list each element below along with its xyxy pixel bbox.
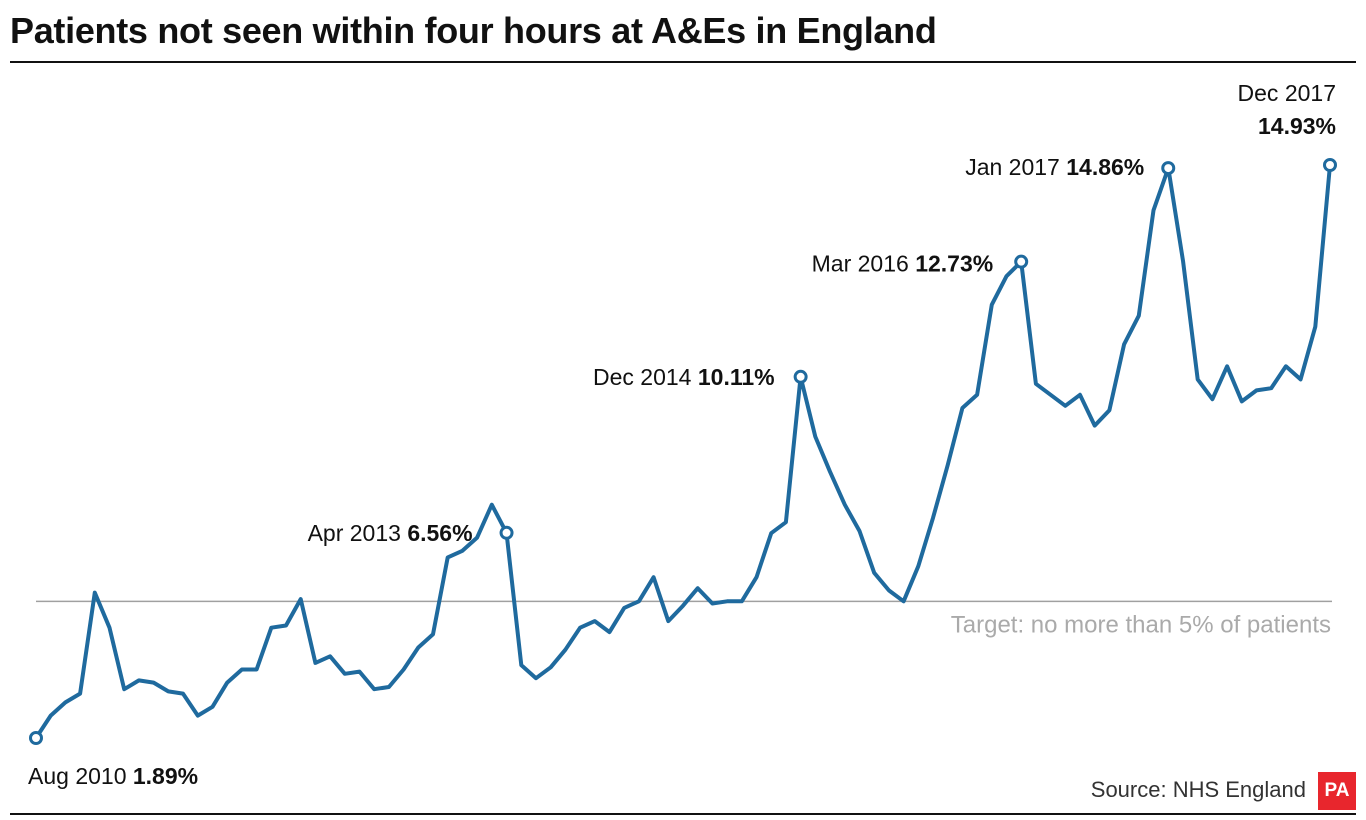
annotation-date: Apr 2013 (308, 520, 408, 546)
annotation-label: Dec 2017 14.93% (1238, 80, 1336, 139)
pa-logo: PA (1318, 772, 1356, 810)
bottom-divider (10, 813, 1356, 815)
annotation-marker (29, 731, 43, 745)
annotation-value: 14.86% (1066, 154, 1144, 180)
annotation-value: 1.89% (133, 763, 198, 789)
annotation-marker (499, 525, 514, 540)
annotation-label: Mar 2016 12.73% (812, 251, 994, 277)
source-credit: Source: NHS England (1090, 777, 1306, 802)
annotation-date: Dec 2017 (1238, 80, 1336, 106)
annotation-marker (1323, 158, 1337, 172)
annotation-label: Aug 2010 1.89% (28, 763, 198, 789)
series-line (34, 163, 1332, 740)
annotation-marker (1014, 254, 1029, 269)
annotation-marker (793, 369, 808, 384)
annotation-date: Mar 2016 (812, 251, 916, 277)
target-label: Target: no more than 5% of patients (951, 611, 1331, 638)
annotations: Aug 2010 1.89% Apr 2013 6.56% Dec 2014 10.… (28, 80, 1337, 789)
annotation-label: Jan 2017 14.86% (965, 154, 1144, 180)
chart-title: Patients not seen within four hours at A… (10, 10, 937, 51)
annotation-value: 6.56% (407, 520, 472, 546)
annotation-value: 10.11% (698, 364, 775, 390)
annotation-date: Aug 2010 (28, 763, 133, 789)
annotation-value: 14.93% (1258, 113, 1336, 139)
annotation-value: 12.73% (915, 251, 993, 277)
annotation-label: Apr 2013 6.56% (308, 520, 473, 546)
title-divider (10, 61, 1356, 63)
annotation-label: Dec 2014 10.11% (593, 364, 775, 390)
annotation-date: Dec 2014 (593, 364, 698, 390)
annotation-date: Jan 2017 (965, 154, 1066, 180)
annotation-marker (1161, 161, 1176, 176)
